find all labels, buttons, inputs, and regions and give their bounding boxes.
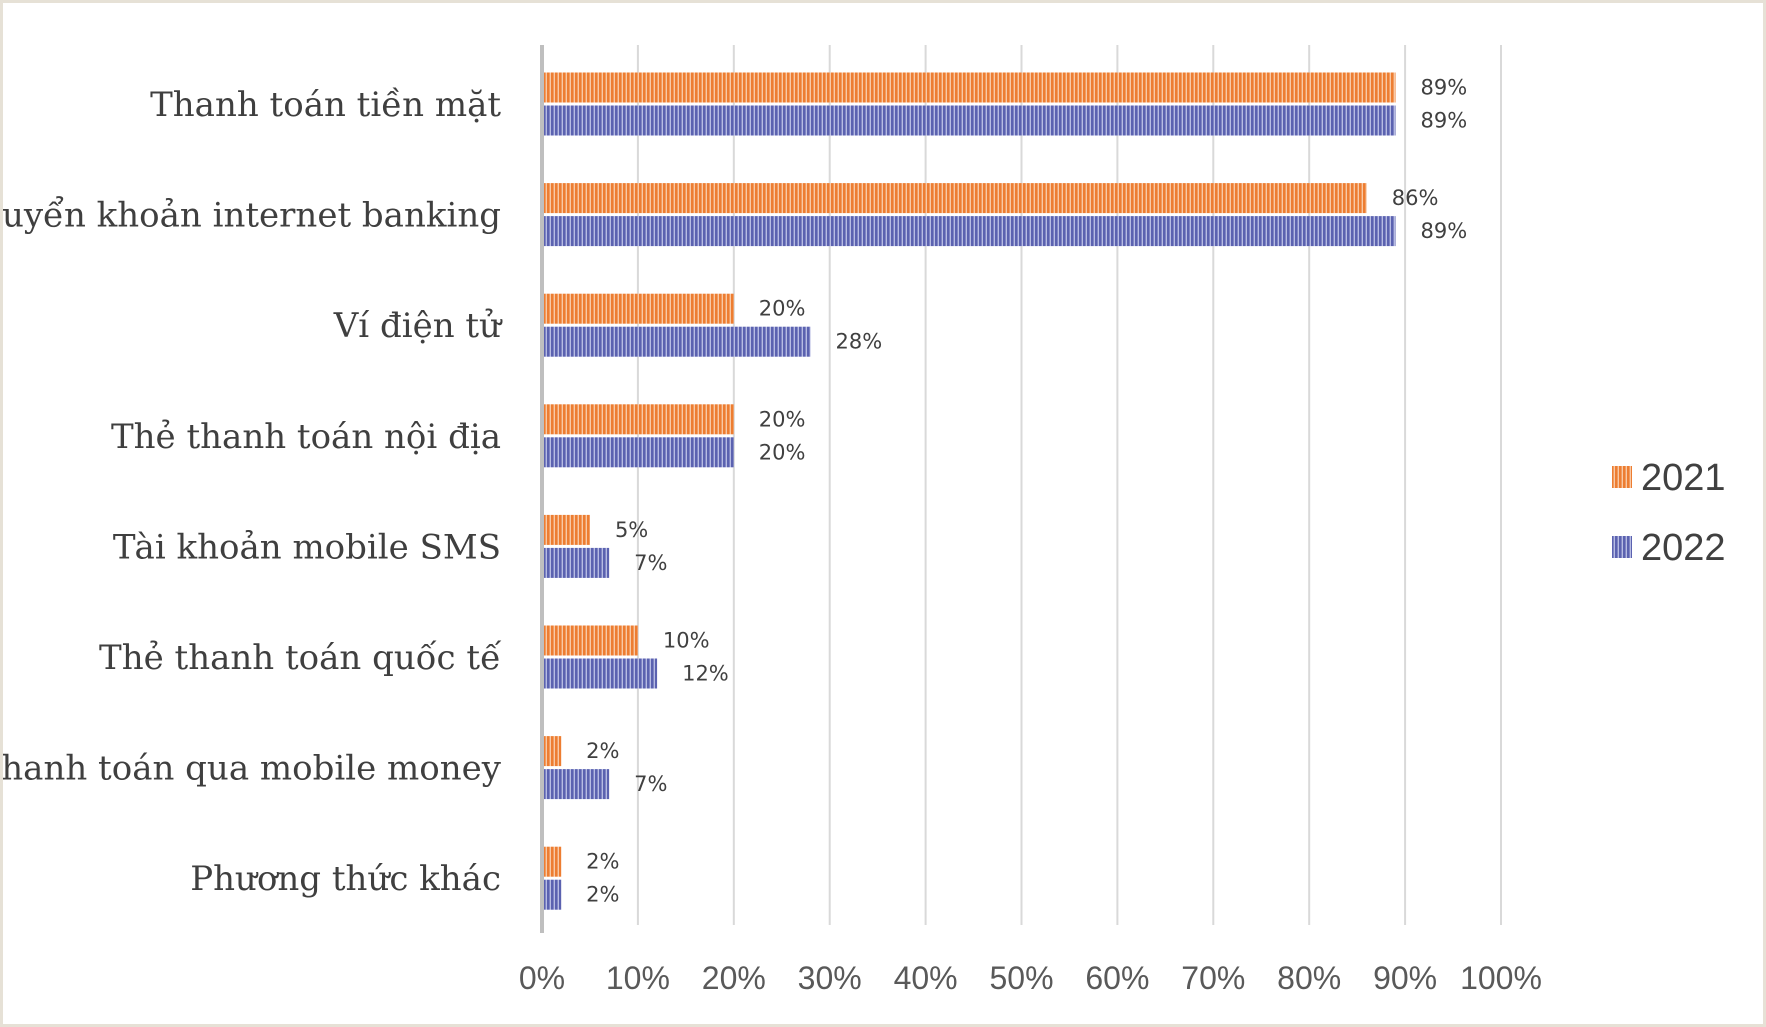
bar-2022 [542,658,658,689]
data-label: 20% [759,440,806,464]
category-label: Thẻ thanh toán quốc tế [99,638,502,678]
data-label: 7% [634,772,667,796]
category-label: Ví điện tử [333,306,503,346]
x-tick-label: 10% [606,960,670,996]
category-label: Chuyển khoản internet banking [3,196,501,236]
legend-swatch-2021 [1612,466,1632,488]
data-label: 20% [759,407,806,431]
data-label: 20% [759,297,806,321]
data-label: 28% [836,330,883,354]
bar-2021 [542,736,562,767]
x-tick-label: 90% [1373,960,1437,996]
bar-2021 [542,404,734,435]
legend-swatch-2022 [1612,536,1632,558]
bar-2022 [542,769,610,800]
bar-2021 [542,293,734,324]
x-tick-label: 50% [989,960,1053,996]
bar-2022 [542,105,1396,136]
x-tick-label: 100% [1460,960,1542,996]
data-label: 86% [1392,186,1439,210]
category-label: Thanh toán qua mobile money [3,749,502,789]
bar-2022 [542,437,734,468]
x-tick-label: 80% [1277,960,1341,996]
x-tick-label: 40% [894,960,958,996]
data-label: 7% [634,551,667,575]
bar-2022 [542,216,1396,247]
legend-label: 2022 [1641,527,1726,569]
data-label: 89% [1421,109,1468,133]
x-tick-label: 60% [1085,960,1149,996]
gridlines [636,45,1502,925]
data-label: 89% [1421,219,1468,243]
bar-chart: 0% 10% 20% 30% 40% 50% 60% 70% 80% 90% 100% Thanh t… [3,45,1726,997]
x-tick-label: 30% [798,960,862,996]
data-label: 2% [586,850,619,874]
category-label: Thanh toán tiền mặt [150,85,501,125]
category-label: Tài khoản mobile SMS [113,527,501,567]
bar-2022 [542,326,811,357]
data-label: 5% [615,518,648,542]
x-tick-label: 70% [1181,960,1245,996]
bar-2021 [542,625,638,656]
data-label: 2% [586,883,619,907]
data-label: 10% [663,629,710,653]
legend-label: 2021 [1641,457,1726,499]
x-tick-label: 0% [519,960,565,996]
legend: 2021 2022 [1612,457,1726,569]
bar-2021 [542,183,1367,214]
bar-2022 [542,547,610,578]
labels: 0% 10% 20% 30% 40% 50% 60% 70% 80% 90% 100% Thanh t… [3,76,1542,997]
bar-2022 [542,879,562,910]
bars [542,72,1396,910]
bar-2021 [542,846,562,877]
bar-2021 [542,514,590,545]
data-label: 12% [682,662,729,686]
data-label: 2% [586,739,619,763]
category-label: Thẻ thanh toán nội địa [111,417,501,457]
x-tick-label: 20% [702,960,766,996]
data-label: 89% [1421,76,1468,100]
bar-2021 [542,72,1396,103]
category-label: Phương thức khác [190,859,501,899]
